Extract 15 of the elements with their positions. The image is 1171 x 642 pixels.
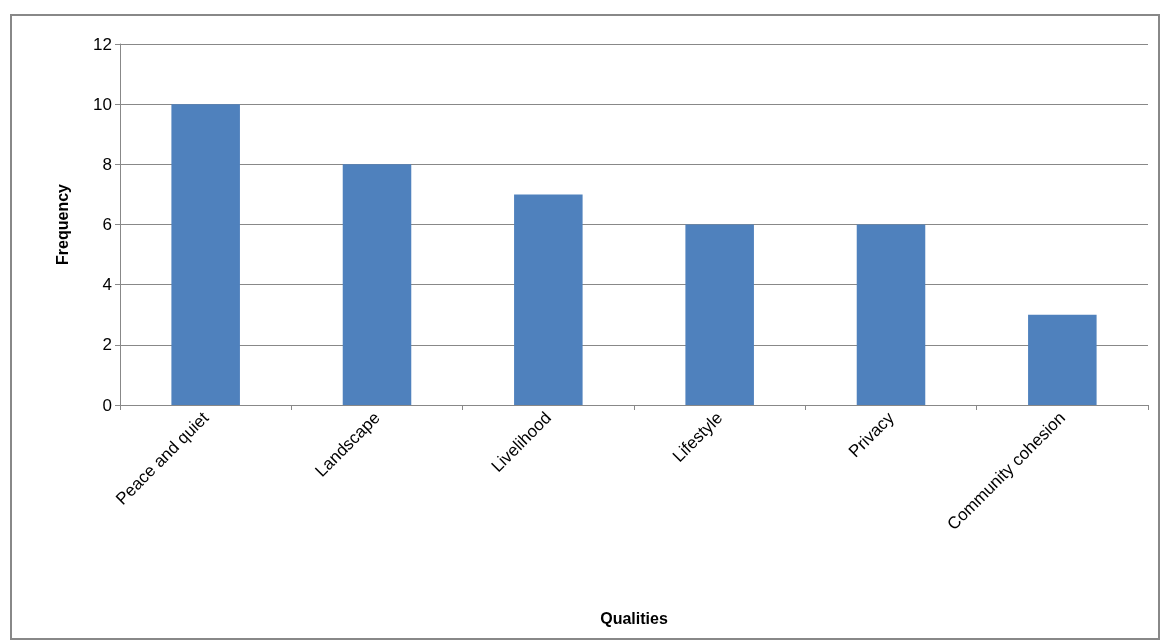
bar — [514, 194, 583, 405]
bar — [856, 224, 926, 405]
y-tick-label: 12 — [93, 34, 112, 54]
y-tick-label: 10 — [93, 94, 112, 114]
bar — [171, 104, 240, 405]
y-tick-label: 0 — [102, 395, 112, 415]
bar — [685, 224, 754, 405]
y-tick-label: 6 — [102, 215, 112, 234]
y-tick-label: 4 — [102, 275, 112, 295]
y-tick-label: 8 — [102, 154, 112, 174]
x-axis-title: Qualities — [600, 609, 668, 627]
bar — [1028, 314, 1097, 405]
y-axis-title: Frequency — [53, 183, 71, 265]
bar — [342, 164, 412, 405]
y-tick-label: 2 — [102, 335, 112, 355]
